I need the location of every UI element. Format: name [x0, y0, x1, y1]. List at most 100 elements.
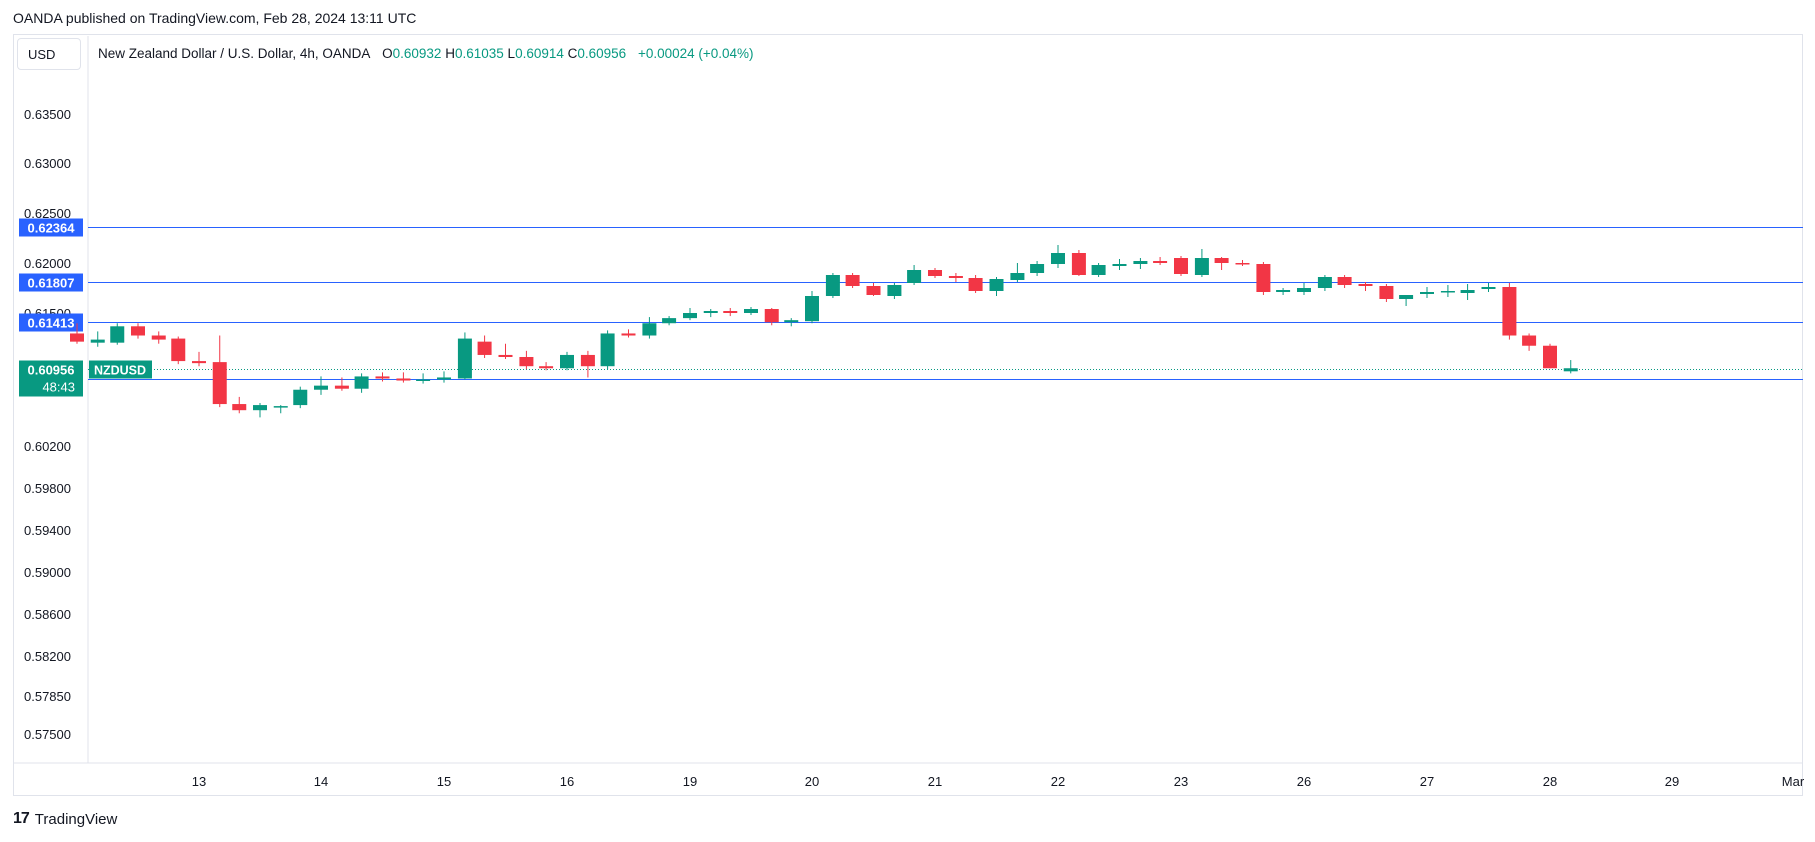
candle-body [477, 341, 492, 355]
candle-body [1420, 292, 1434, 294]
candle-body [314, 385, 328, 390]
x-tick-label: 28 [1543, 774, 1557, 789]
level-label: 0.61413 [28, 316, 75, 331]
candle-body [1522, 335, 1537, 346]
candle-body [1112, 264, 1127, 266]
candle-body [948, 276, 963, 278]
candle-body [437, 377, 451, 380]
legend-low-label: L [507, 46, 516, 61]
candle-body [968, 278, 983, 291]
candle-body [989, 279, 1004, 291]
y-tick-label: 0.62000 [24, 256, 71, 271]
candle-body [1030, 264, 1045, 273]
last-price-label: 0.60956 [28, 363, 75, 378]
candle-body [1174, 258, 1188, 274]
level-label-bg [19, 313, 83, 332]
candle-body [887, 285, 902, 296]
candle-body [273, 406, 288, 408]
candle-body [703, 311, 718, 313]
candle-body [642, 323, 657, 336]
y-tick-label: 0.63000 [24, 156, 71, 171]
candle-body [519, 356, 534, 367]
legend-change: +0.00024 (+0.04%) [637, 46, 754, 61]
candle-body [1256, 264, 1271, 292]
x-tick-label: 26 [1297, 774, 1311, 789]
level-label: 0.62364 [28, 221, 76, 236]
level-label-bg [19, 273, 83, 292]
candle-body [131, 326, 145, 336]
candle-body [1133, 261, 1148, 264]
y-tick-label: 0.59000 [24, 565, 71, 580]
chart-frame [13, 34, 1803, 796]
y-tick-label: 0.59400 [24, 523, 71, 538]
candle-body [1563, 368, 1578, 372]
candle-body [866, 286, 881, 295]
tradingview-logo-icon: 17 [13, 810, 30, 827]
currency-button[interactable]: USD [17, 38, 81, 70]
candle-body [232, 404, 247, 411]
candle-body [825, 275, 840, 296]
candle-body [416, 379, 431, 381]
candle-body [805, 296, 819, 322]
y-tick-label: 0.60200 [24, 439, 71, 454]
candle-body [560, 354, 574, 369]
symbol-tag: NZDUSD [94, 364, 146, 378]
candle-body [253, 405, 267, 411]
candle-body [457, 338, 472, 379]
legend-title: New Zealand Dollar / U.S. Dollar, 4h, OA… [98, 46, 371, 61]
candle-body [1440, 291, 1455, 293]
candle-body [683, 313, 697, 319]
candle-body [845, 275, 860, 286]
level-label-bg [19, 218, 83, 237]
candle-body [1051, 253, 1065, 264]
footer-brand[interactable]: TradingView [34, 810, 118, 828]
candle-body [1010, 273, 1025, 280]
legend-high-label: H [445, 46, 455, 61]
countdown-label: 48:43 [42, 380, 75, 395]
publisher-line: OANDA published on TradingView.com, Feb … [13, 10, 417, 26]
candle-body [1460, 290, 1475, 293]
legend-close: 0.60956 [577, 46, 627, 61]
candle-body [1091, 265, 1106, 275]
x-tick-label: 13 [192, 774, 206, 789]
x-tick-label: 22 [1051, 774, 1065, 789]
x-tick-label: Mar [1782, 774, 1805, 789]
candle-body [784, 320, 799, 323]
candle-body [1153, 261, 1168, 263]
legend-open-label: O [382, 46, 393, 61]
candle-body [1235, 263, 1250, 265]
candle-body [498, 354, 513, 357]
candle-body [580, 354, 595, 367]
candle-body [192, 361, 206, 364]
x-tick-label: 14 [314, 774, 328, 789]
y-tick-label: 0.62500 [24, 206, 71, 221]
candle-body [1071, 253, 1086, 275]
x-tick-label: 20 [805, 774, 819, 789]
symbol-tag-bg [89, 360, 152, 379]
y-tick-label: 0.58200 [24, 649, 71, 664]
candle-body [1276, 290, 1291, 292]
y-tick-label: 0.57500 [24, 727, 71, 742]
candle-body [1358, 284, 1373, 286]
legend-open: 0.60932 [392, 46, 442, 61]
candle-body [334, 385, 349, 389]
candle-body [212, 362, 227, 405]
candle-body [110, 326, 125, 343]
candle-body [744, 309, 758, 313]
candle-body [723, 311, 738, 313]
x-tick-label: 29 [1665, 774, 1679, 789]
candle-body [1194, 258, 1209, 275]
x-tick-label: 27 [1420, 774, 1434, 789]
candle-body [907, 270, 922, 283]
y-tick-label: 0.59800 [24, 481, 71, 496]
candle-body [151, 335, 166, 340]
x-tick-label: 23 [1174, 774, 1188, 789]
candle-body [928, 270, 942, 276]
legend-low: 0.60914 [515, 46, 564, 61]
level-label: 0.61807 [28, 276, 75, 291]
candle-body [1317, 277, 1332, 288]
y-tick-label: 0.63500 [24, 107, 71, 122]
y-tick-label: 0.58600 [24, 607, 71, 622]
x-tick-label: 16 [560, 774, 574, 789]
